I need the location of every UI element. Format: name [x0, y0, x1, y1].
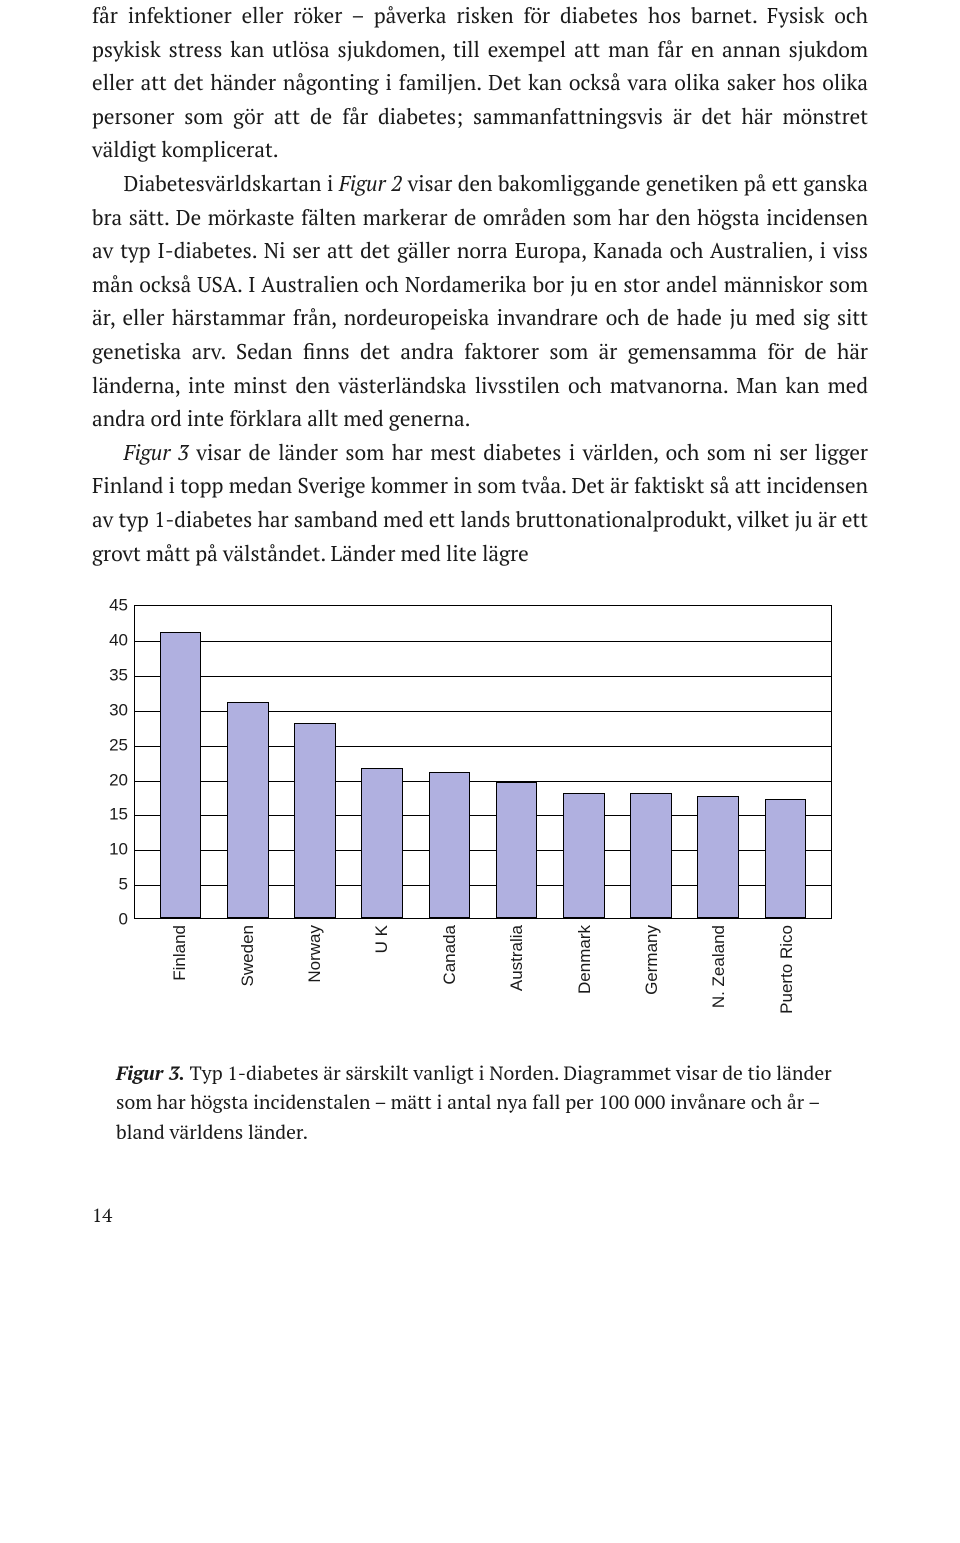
chart-xtick-label: Denmark [571, 925, 598, 994]
figure-3-caption-label: Figur 3. [116, 1060, 185, 1086]
chart-xtick-label: Germany [638, 925, 665, 995]
p2-pre: Diabetesvärldskartan i [124, 170, 339, 198]
chart-ytick-label: 40 [92, 626, 128, 653]
page-number: 14 [92, 1201, 868, 1231]
figure-3-chart: 051015202530354045FinlandSwedenNorwayU K… [92, 599, 832, 1041]
chart-bar-slot [349, 606, 416, 918]
chart-ytick-label: 25 [92, 731, 128, 758]
chart-xtick-label: U K [368, 925, 395, 953]
chart-xtick-label: Norway [301, 925, 328, 983]
chart-xtick-slot: Canada [416, 925, 483, 1041]
chart-bar [630, 793, 672, 919]
figure-3-caption-text: Typ 1-diabetes är särskilt vanligt i Nor… [116, 1060, 832, 1145]
chart-plot-area [134, 605, 832, 919]
chart-xtick-slot: Australia [483, 925, 550, 1041]
chart-bar [563, 793, 605, 919]
figure-3-caption: Figur 3. Typ 1-diabetes är särskilt vanl… [116, 1059, 844, 1147]
chart-bar-slot [214, 606, 281, 918]
body-paragraph-2: Diabetesvärldskartan i Figur 2 visar den… [92, 168, 868, 437]
figure-2-reference: Figur 2 [339, 170, 402, 198]
figure-3-reference: Figur 3 [124, 439, 189, 467]
chart-xtick-label: Puerto Rico [773, 925, 800, 1014]
chart-bar [361, 768, 403, 918]
chart-xtick-label: N. Zealand [705, 925, 732, 1008]
chart-xtick-slot: Denmark [550, 925, 617, 1041]
chart-xtick-slot: Norway [281, 925, 348, 1041]
chart-bar [697, 796, 739, 918]
chart-xtick-label: Finland [166, 925, 193, 981]
chart-bar [294, 723, 336, 918]
chart-bar-slot [281, 606, 348, 918]
chart-xtick-label: Australia [503, 925, 530, 991]
chart-xtick-slot: Sweden [213, 925, 280, 1041]
chart-bar-slot [685, 606, 752, 918]
chart-bar-slot [752, 606, 819, 918]
body-paragraph-1: får infektioner eller röker – påverka ri… [92, 0, 868, 168]
chart-bars-container [135, 606, 831, 918]
chart-bar-slot [147, 606, 214, 918]
chart-xtick-slot: Finland [146, 925, 213, 1041]
chart-bar [227, 702, 269, 918]
chart-xtick-slot: Germany [618, 925, 685, 1041]
chart-xtick-slot: Puerto Rico [753, 925, 820, 1041]
chart-bar [429, 772, 471, 919]
p3-post: visar de länder som har mest diabetes i … [92, 439, 868, 568]
chart-ytick-label: 15 [92, 801, 128, 828]
chart-xtick-slot: N. Zealand [685, 925, 752, 1041]
chart-bar [160, 632, 202, 918]
chart-bar [496, 782, 538, 918]
chart-ytick-label: 10 [92, 836, 128, 863]
chart-bar-slot [483, 606, 550, 918]
chart-xtick-label: Canada [436, 925, 463, 985]
chart-xtick-container: Finland Sweden Norway U K Canada Australia Den… [134, 925, 832, 1041]
chart-ytick-label: 5 [92, 871, 128, 898]
chart-xtick-label: Sweden [234, 925, 261, 986]
chart-ytick-label: 20 [92, 766, 128, 793]
p2-post: visar den bakomliggande genetiken på ett… [92, 170, 868, 433]
chart-ytick-label: 35 [92, 661, 128, 688]
chart-ytick-label: 45 [92, 592, 128, 619]
chart-ytick-label: 0 [92, 906, 128, 933]
chart-bar-slot [550, 606, 617, 918]
chart-xtick-slot: U K [348, 925, 415, 1041]
chart-bar-slot [617, 606, 684, 918]
chart-ytick-label: 30 [92, 696, 128, 723]
chart-bar [765, 799, 807, 918]
chart-bar-slot [416, 606, 483, 918]
body-paragraph-3: Figur 3 visar de länder som har mest dia… [92, 437, 868, 571]
